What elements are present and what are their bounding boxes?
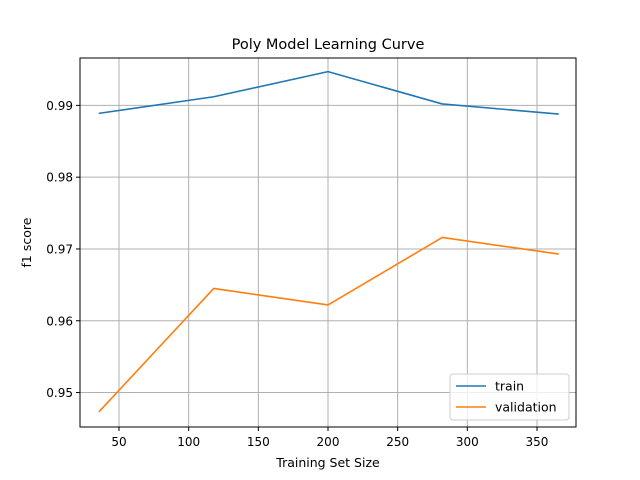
y-axis-label: f1 score xyxy=(19,217,34,267)
y-tick-label: 0.99 xyxy=(46,99,73,113)
series-layer xyxy=(98,70,559,413)
x-tick-label: 250 xyxy=(386,435,409,449)
y-tick-label: 0.97 xyxy=(46,242,73,256)
x-tick-label: 150 xyxy=(247,435,270,449)
y-tick-label: 0.98 xyxy=(46,171,73,185)
series-line-train xyxy=(98,70,559,115)
x-tick-label: 200 xyxy=(317,435,340,449)
legend-label-validation: validation xyxy=(495,400,557,415)
x-axis-label: Training Set Size xyxy=(275,455,380,470)
legend-label-train: train xyxy=(495,379,524,394)
x-tick-label: 300 xyxy=(456,435,479,449)
x-tick-label: 50 xyxy=(111,435,126,449)
series-line-validation xyxy=(98,236,559,413)
y-tick-label: 0.96 xyxy=(46,314,73,328)
y-tick-label: 0.95 xyxy=(46,386,73,400)
grid xyxy=(80,58,576,427)
x-axis-ticks: 50 100 150 200 250 300 350 xyxy=(111,427,548,449)
x-tick-label: 350 xyxy=(526,435,549,449)
x-tick-label: 100 xyxy=(177,435,200,449)
chart-title: Poly Model Learning Curve xyxy=(232,37,425,53)
y-axis-ticks: 0.95 0.96 0.97 0.98 0.99 xyxy=(46,99,80,400)
legend: train validation xyxy=(449,373,570,421)
